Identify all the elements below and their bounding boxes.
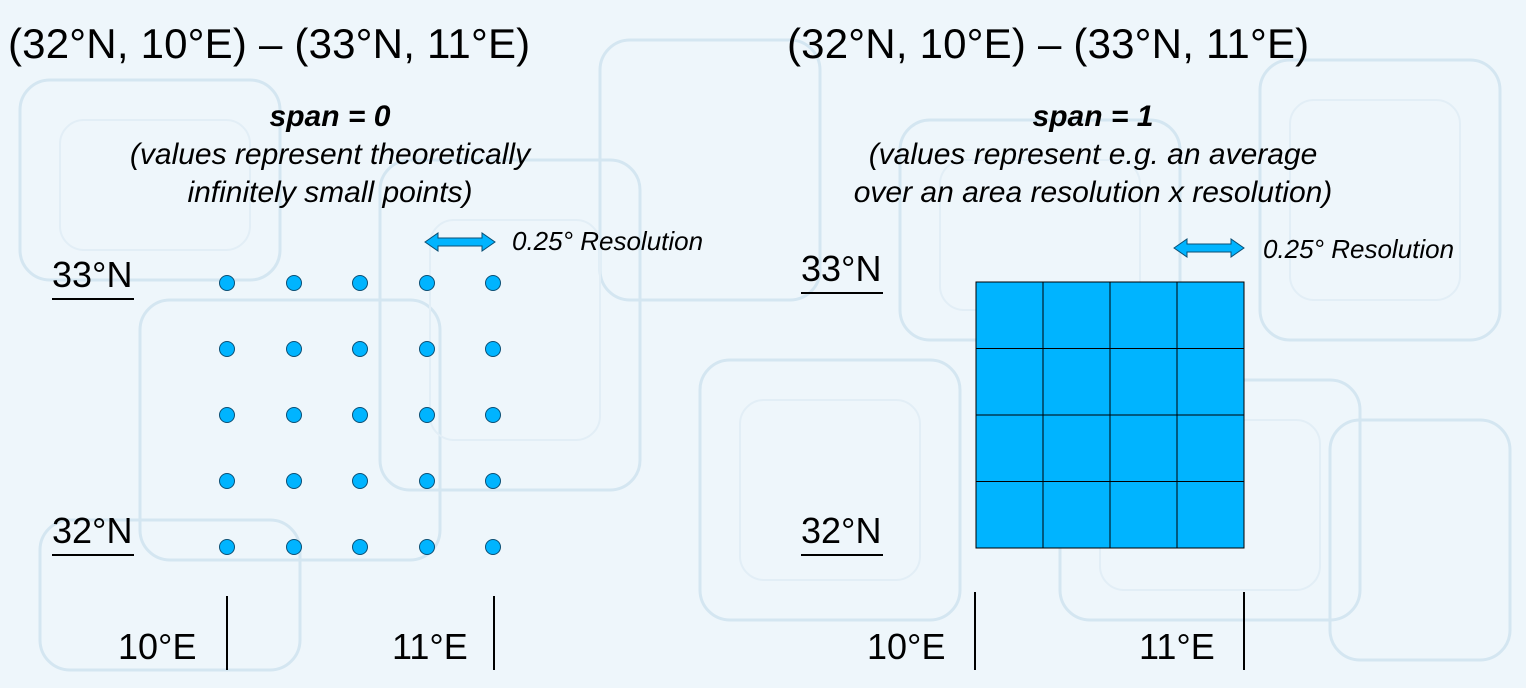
longitude-left-tick (226, 596, 228, 670)
grid-point (285, 539, 302, 555)
grid-cells (975, 281, 1245, 549)
resolution-arrow-icon (424, 232, 496, 252)
longitude-right-label: 11°E (1139, 626, 1215, 667)
resolution-arrow-icon (1173, 238, 1245, 258)
latitude-bottom-label: 32°N (52, 510, 135, 556)
grid-point (219, 341, 235, 357)
span-description-line2: infinitely small points) (187, 176, 473, 209)
grid-point (352, 473, 368, 489)
grid-point (485, 473, 501, 489)
panel-span-1: (32°N, 10°E) – (33°N, 11°E) span = 1 (va… (763, 0, 1526, 688)
grid-point (485, 407, 501, 423)
grid-point (418, 407, 435, 423)
grid-cell (1109, 481, 1178, 549)
grid-point (219, 407, 235, 423)
grid-point (219, 539, 235, 555)
span-description-line2: over an area resolution x resolution) (853, 176, 1333, 209)
longitude-right-tick (493, 596, 495, 670)
longitude-right-label: 11°E (392, 626, 468, 667)
grid-cell (1109, 281, 1178, 349)
grid-cell (975, 414, 1044, 482)
longitude-left-label: 10°E (118, 626, 197, 667)
grid-cell (1176, 348, 1245, 416)
grid-cell (1042, 414, 1111, 482)
latitude-top-label: 33°N (801, 248, 884, 294)
grid-point (352, 539, 368, 555)
resolution-label: 0.25° Resolution (512, 226, 704, 256)
grid-cell (1176, 481, 1245, 549)
grid-point (285, 275, 302, 291)
grid-cell (1042, 281, 1111, 349)
latitude-bottom-label: 32°N (801, 510, 884, 556)
resolution-label: 0.25° Resolution (1263, 234, 1455, 264)
grid-point (219, 275, 235, 291)
span-label: span = 1 (1032, 100, 1154, 133)
latitude-top-label: 33°N (52, 254, 135, 300)
range-title: (32°N, 10°E) – (33°N, 11°E) (787, 20, 1310, 67)
span-label: span = 0 (269, 100, 391, 133)
grid-cell (1176, 414, 1245, 482)
grid-point (285, 341, 302, 357)
longitude-right-tick (1243, 592, 1245, 670)
panel-span-0: (32°N, 10°E) – (33°N, 11°E) span = 0 (va… (8, 20, 704, 670)
grid-point (285, 473, 302, 489)
span-description-line1: (values represent theoretically (129, 138, 531, 171)
grid-point (485, 275, 501, 291)
grid-point (285, 407, 302, 423)
grid-cell (1176, 281, 1245, 349)
grid-cell (975, 348, 1044, 416)
longitude-left-label: 10°E (867, 626, 946, 667)
range-title: (32°N, 10°E) – (33°N, 11°E) (8, 20, 531, 67)
grid-cell (975, 281, 1044, 349)
grid-cell (1109, 414, 1178, 482)
grid-point (418, 473, 435, 489)
grid-cell (1042, 481, 1111, 549)
grid-point (352, 407, 368, 423)
grid-point (418, 341, 435, 357)
span-description-line1: (values represent e.g. an average (868, 138, 1318, 171)
grid-point (352, 341, 368, 357)
longitude-left-tick (974, 592, 976, 670)
grid-cell (1109, 348, 1178, 416)
grid-point (418, 275, 435, 291)
grid-point (418, 539, 435, 555)
grid-cell (1042, 348, 1111, 416)
grid-point (485, 341, 501, 357)
grid-point (485, 539, 501, 555)
grid-cell (975, 481, 1044, 549)
grid-point (219, 473, 235, 489)
grid-point (352, 275, 368, 291)
